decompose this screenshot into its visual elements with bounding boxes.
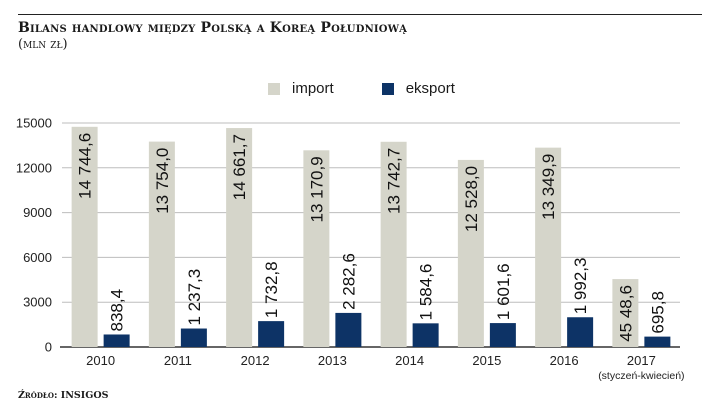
data-label-eksport: 1 584,6 — [417, 264, 436, 321]
data-label-import: 45 48,6 — [616, 285, 635, 342]
bar-eksport — [258, 321, 285, 347]
legend-label-import: import — [292, 80, 334, 97]
legend-swatch-eksport — [381, 82, 394, 95]
data-label-import: 13 170,9 — [307, 156, 326, 222]
chart-title: Bilans handlowy między Polską a Koreą Po… — [18, 20, 408, 36]
source-note: Źródło: INSIGOS — [18, 390, 109, 401]
bar-eksport — [412, 323, 439, 347]
data-label-eksport: 695,8 — [648, 291, 667, 334]
chart-subtitle: (mln zł) — [18, 37, 68, 52]
data-label-eksport: 838,4 — [108, 289, 127, 332]
legend-item-import: import — [268, 80, 334, 97]
y-tick-label: 0 — [45, 340, 52, 355]
data-label-import: 13 349,9 — [539, 154, 558, 220]
data-label-eksport: 1 601,6 — [494, 263, 513, 320]
bar-eksport — [644, 336, 671, 347]
bar-import — [71, 126, 98, 348]
y-tick-label: 9000 — [23, 205, 52, 220]
bar-import — [612, 279, 639, 347]
data-label-eksport: 1 732,8 — [262, 261, 281, 318]
x-tick-label: 2010 — [86, 353, 115, 368]
x-tick-label: 2012 — [241, 353, 270, 368]
bar-eksport — [335, 312, 362, 347]
x-tick-label: 2015 — [472, 353, 501, 368]
x-tick-label: 2016 — [550, 353, 579, 368]
y-tick-label: 15000 — [16, 116, 52, 131]
bar-eksport — [489, 323, 516, 347]
data-label-import: 14 661,7 — [230, 134, 249, 200]
data-label-eksport: 1 992,3 — [571, 258, 590, 315]
data-label-import: 14 744,6 — [76, 133, 95, 199]
legend: import eksport — [268, 80, 455, 97]
data-label-import: 13 742,7 — [385, 148, 404, 214]
bar-import — [303, 150, 330, 347]
data-label-import: 12 528,0 — [462, 166, 481, 232]
legend-label-eksport: eksport — [405, 80, 455, 97]
top-rule — [18, 14, 702, 15]
y-tick-label: 3000 — [23, 295, 52, 310]
x-tick-note: (styczeń-kwiecień) — [598, 370, 684, 382]
data-label-eksport: 2 282,6 — [339, 253, 358, 310]
x-tick-label: 2011 — [164, 353, 192, 368]
bar-import — [457, 159, 484, 347]
bar-eksport — [103, 334, 130, 347]
y-tick-label: 6000 — [23, 250, 52, 265]
bar-import — [535, 147, 562, 347]
bar-import — [380, 141, 407, 347]
x-tick-label: 2014 — [395, 353, 424, 368]
bar-import — [226, 128, 253, 347]
data-label-eksport: 1 237,3 — [185, 269, 204, 326]
legend-swatch-import — [268, 82, 280, 95]
x-tick-label: 2013 — [318, 353, 347, 368]
x-tick-label: 2017 — [627, 353, 656, 368]
y-tick-label: 12000 — [16, 160, 52, 175]
legend-item-eksport: eksport — [381, 80, 455, 97]
bar-eksport — [567, 317, 594, 347]
data-label-import: 13 754,0 — [153, 148, 172, 214]
bar-eksport — [180, 328, 207, 347]
bar-import — [148, 141, 175, 347]
